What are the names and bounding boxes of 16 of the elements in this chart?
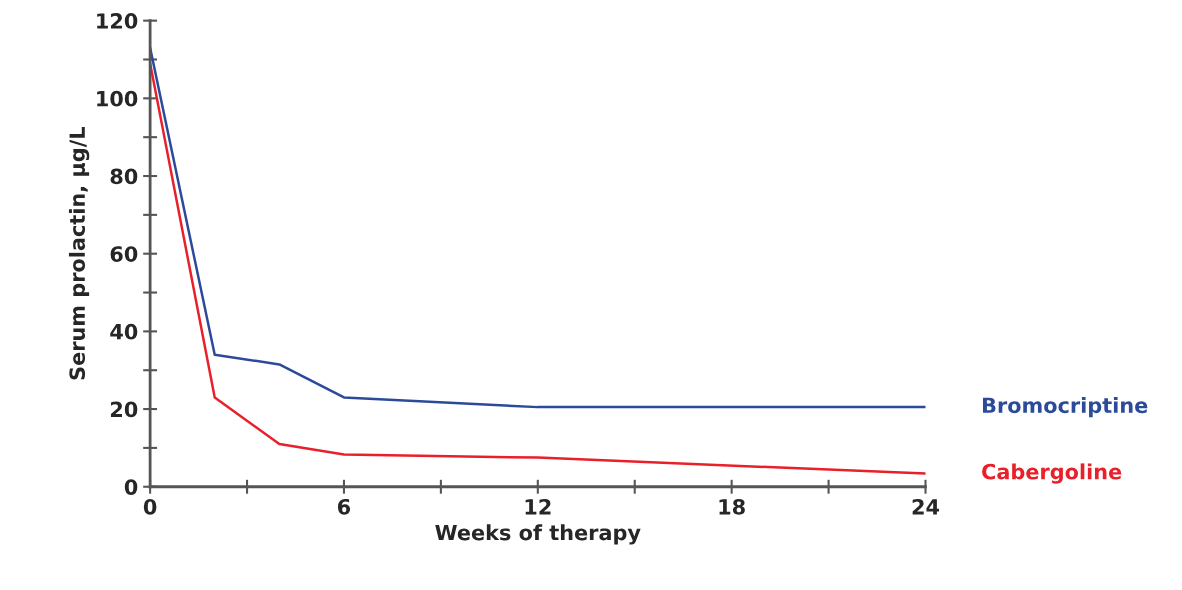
x-axis-title: Weeks of therapy: [435, 524, 641, 545]
text: Bromocriptine: [982, 397, 1148, 418]
x-tick-label: 18: [719, 498, 745, 515]
x-tick-label: 6: [338, 498, 351, 515]
x-tick-label: 12: [525, 498, 551, 515]
y-tick-label: 40: [110, 323, 138, 340]
x-tick-label: 24: [912, 498, 940, 515]
text: Cabergoline: [982, 463, 1122, 484]
y-tick-label: 0: [124, 479, 138, 495]
y-tick-label: 80: [110, 168, 138, 185]
y-tick-label: 120: [97, 13, 138, 29]
y-tick-label: 60: [110, 246, 138, 262]
y-tick-label: 20: [110, 401, 138, 418]
y-axis-title: Serum prolactin, µg/L: [68, 127, 90, 380]
x-tick-label: 0: [143, 498, 157, 515]
y-tick-label: 100: [97, 90, 138, 107]
